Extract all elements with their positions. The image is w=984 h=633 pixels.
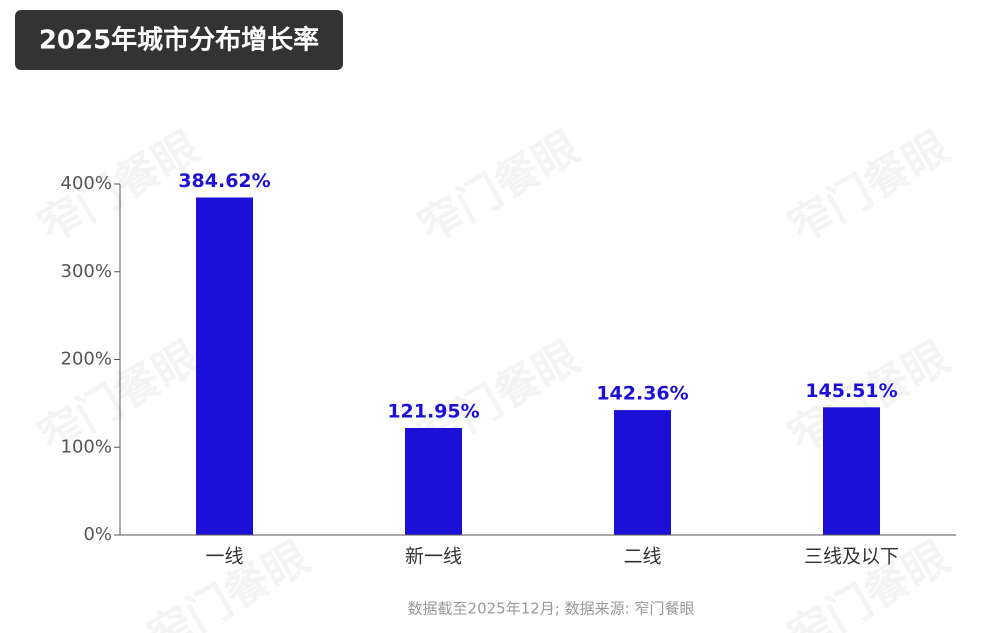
watermark: 窄门餐眼 <box>30 332 208 464</box>
value-label: 145.51% <box>805 380 897 402</box>
title-box <box>15 10 343 70</box>
x-tick-label: 一线 <box>205 546 243 568</box>
value-label: 121.95% <box>387 400 479 422</box>
bar <box>823 407 880 535</box>
value-label: 384.62% <box>178 170 270 192</box>
y-tick-label: 400% <box>61 173 112 194</box>
y-tick-label: 0% <box>83 524 112 545</box>
source-note: 数据截至2025年12月; 数据来源: 窄门餐眼 <box>408 600 695 618</box>
y-tick-label: 300% <box>61 261 112 282</box>
chart-title: 2025年城市分布增长率 <box>39 25 319 56</box>
x-tick-label: 三线及以下 <box>804 546 899 568</box>
bar <box>405 427 462 535</box>
bar <box>614 410 671 535</box>
bar <box>196 197 253 535</box>
watermark: 窄门餐眼 <box>410 122 588 254</box>
x-tick-label: 二线 <box>623 546 661 568</box>
x-tick-label: 新一线 <box>405 546 462 568</box>
value-label: 142.36% <box>596 383 688 405</box>
y-tick-label: 200% <box>61 349 112 370</box>
watermark: 窄门餐眼 <box>780 122 958 254</box>
y-tick-label: 100% <box>61 436 112 457</box>
